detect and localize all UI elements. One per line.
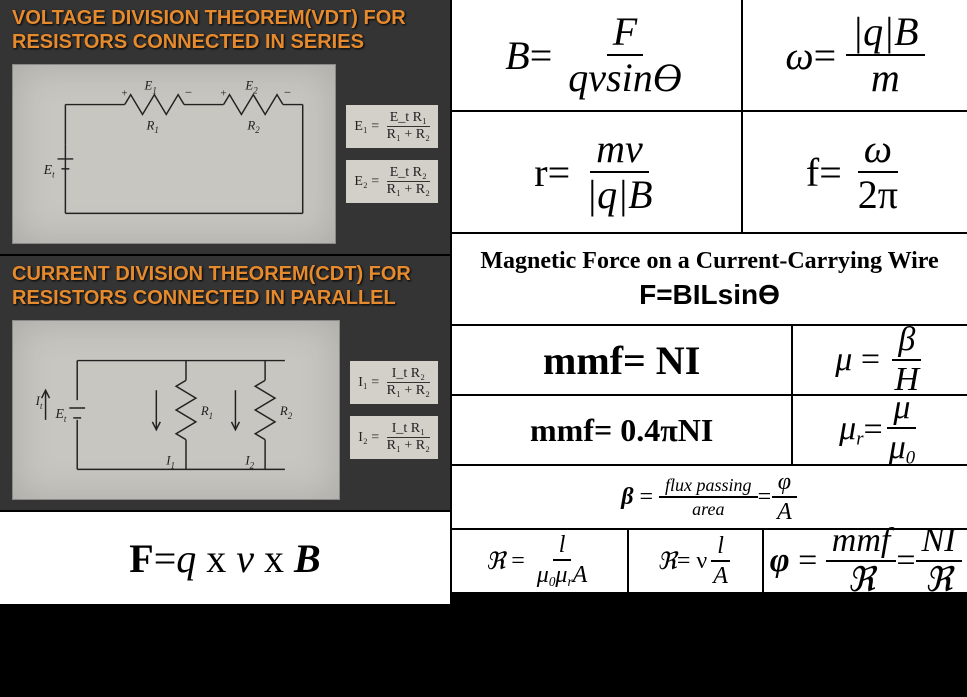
vdt-circuit-diagram: Et E1 R1 + − E2 R2 + − <box>12 64 336 244</box>
svg-text:I2: I2 <box>244 453 254 470</box>
magnetic-force-wire: Magnetic Force on a Current-Carrying Wir… <box>452 234 967 324</box>
formula-B: B= Fqvsinϴ <box>452 0 741 110</box>
formula-mmf-04pi: mmf= 0.4πNI <box>452 396 791 464</box>
cdt-formula-i2: I₂ = I_t R₁ R₁ + R₂ <box>350 416 438 459</box>
formula-phi: φ = mmfℜ = NIℜ <box>764 530 967 592</box>
formula-reluctance: ℜ = lμ0μrA <box>452 530 627 592</box>
svg-text:I1: I1 <box>165 453 175 470</box>
formula-f: f= ω2π <box>743 112 967 232</box>
formula-mu-r: μr= μμ0 <box>793 396 967 464</box>
svg-text:−: − <box>184 86 193 100</box>
vdt-formulas: E₁ = E_t R₁ R₁ + R₂ E₂ = E_t R₂ R₁ + R₂ <box>346 64 438 244</box>
vdt-block: VOLTAGE DIVISION THEOREM(VDT) FOR RESIST… <box>0 0 450 254</box>
lorentz-force-formula: F=q x v x B <box>0 512 450 604</box>
cdt-title: CURRENT DIVISION THEOREM(CDT) FOR RESIST… <box>12 262 438 310</box>
svg-text:E2: E2 <box>244 79 258 96</box>
svg-text:R1: R1 <box>200 404 213 421</box>
formula-mmf-ni: mmf= NI <box>452 326 791 394</box>
formula-reluctance-2: ℜ= ν lA <box>629 530 762 592</box>
cdt-formulas: I₁ = I_t R₂ R₁ + R₂ I₂ = I_t R₁ R₁ + R₂ <box>350 320 438 500</box>
cdt-circuit-diagram: Et It R1 I1 R2 I2 <box>12 320 340 500</box>
formula-r: r= mv|q|B <box>452 112 741 232</box>
svg-text:E1: E1 <box>143 79 156 96</box>
formula-beta: β = flux passingarea = φA <box>452 466 967 528</box>
svg-text:+: + <box>220 88 227 100</box>
magforce-title: Magnetic Force on a Current-Carrying Wir… <box>480 247 938 276</box>
svg-text:Et: Et <box>43 162 55 180</box>
formula-omega: ω= |q|Bm <box>743 0 967 110</box>
vdt-formula-e2: E₂ = E_t R₂ R₁ + R₂ <box>346 160 438 203</box>
svg-text:R1: R1 <box>145 118 158 135</box>
cdt-formula-i1: I₁ = I_t R₂ R₁ + R₂ <box>350 361 438 404</box>
cdt-block: CURRENT DIVISION THEOREM(CDT) FOR RESIST… <box>0 256 450 510</box>
svg-text:+: + <box>121 88 128 100</box>
svg-text:R2: R2 <box>279 404 293 421</box>
svg-text:Et: Et <box>54 406 66 424</box>
magforce-formula: F=BILsinϴ <box>639 279 780 311</box>
vdt-formula-e1: E₁ = E_t R₁ R₁ + R₂ <box>346 105 438 148</box>
vdt-title: VOLTAGE DIVISION THEOREM(VDT) FOR RESIST… <box>12 6 438 54</box>
formula-mu: μ = βH <box>793 326 967 394</box>
svg-text:−: − <box>283 86 292 100</box>
svg-text:R2: R2 <box>246 118 260 135</box>
